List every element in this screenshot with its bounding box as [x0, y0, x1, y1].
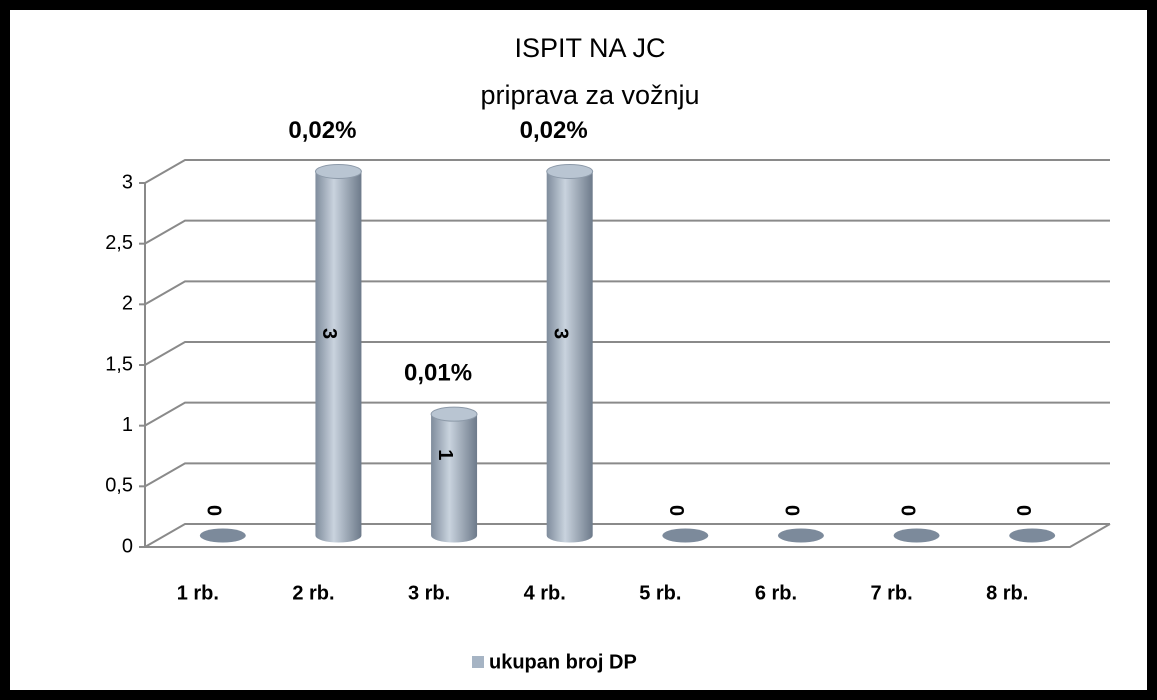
x-tick-label: 5 rb.	[639, 582, 681, 604]
bar	[893, 528, 940, 543]
grid-line	[144, 341, 1110, 366]
floor	[145, 523, 1111, 548]
y-tick-label: 2	[122, 293, 133, 315]
bar	[777, 528, 824, 543]
y-tick-label: 0,5	[105, 475, 133, 497]
percent-label: 0,02%	[520, 117, 588, 144]
grid-line	[144, 280, 1110, 306]
y-tick-label: 0	[122, 535, 133, 557]
x-tick-label: 8 rb.	[986, 582, 1028, 604]
data-label: 0	[665, 505, 687, 516]
bar-top	[430, 406, 478, 422]
data-label: 0	[203, 505, 225, 516]
bar	[431, 414, 478, 543]
y-tick-label: 3	[122, 171, 133, 193]
x-tick-label: 4 rb.	[524, 582, 566, 604]
data-label: 0	[896, 505, 918, 516]
grid-line	[144, 523, 1110, 548]
legend-swatch	[472, 656, 484, 668]
data-label: 3	[318, 328, 340, 339]
data-label: 1	[434, 449, 456, 460]
grid-line	[144, 219, 1110, 245]
x-tick-label: 2 rb.	[292, 582, 334, 604]
bar-top	[314, 164, 362, 179]
grid-line	[144, 401, 1110, 427]
bar	[315, 171, 362, 543]
y-tick-label: 2,5	[105, 232, 133, 254]
bar	[546, 171, 593, 543]
x-tick-label: 7 rb.	[870, 582, 912, 604]
x-tick-label: 6 rb.	[755, 582, 797, 604]
bar	[199, 528, 246, 543]
x-tick-label: 1 rb.	[177, 582, 219, 604]
x-tick-label: 3 rb.	[408, 582, 450, 604]
grid-line	[144, 462, 1110, 488]
legend-label: ukupan broj DP	[489, 651, 637, 673]
bar	[1009, 528, 1056, 543]
chart-title: ISPIT NA JC	[514, 33, 665, 63]
data-label: 0	[781, 505, 803, 516]
data-label: 3	[549, 328, 571, 339]
chart-subtitle: priprava za vožnju	[480, 80, 699, 110]
y-tick-label: 1	[122, 414, 133, 436]
bar-top	[546, 164, 594, 179]
data-label: 0	[1012, 505, 1034, 516]
percent-label: 0,01%	[404, 360, 472, 387]
grid-line	[144, 159, 1110, 184]
percent-label: 0,02%	[288, 117, 356, 144]
bar	[662, 528, 709, 543]
y-tick-label: 1,5	[105, 353, 133, 375]
